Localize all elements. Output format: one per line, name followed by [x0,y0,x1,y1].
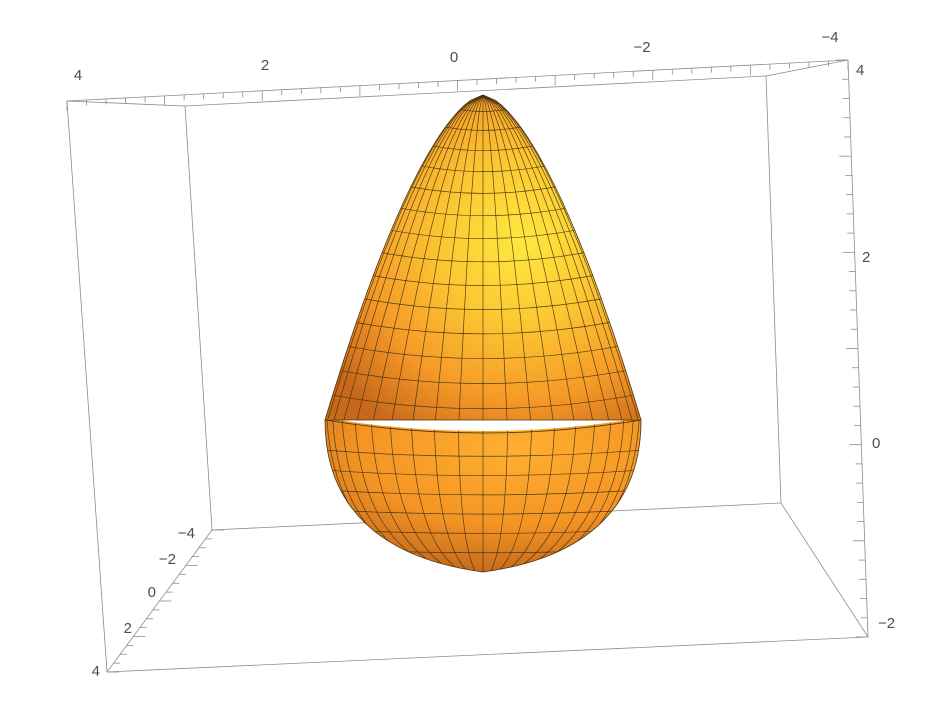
top-tick-label: 2 [261,57,269,74]
right-tick-label: 0 [872,435,880,452]
mesh-longitude [433,95,484,420]
mesh-longitude [482,95,640,420]
mesh-longitude [457,95,484,420]
mesh-longitude [504,419,556,572]
right-tick-label: −2 [878,615,895,632]
top-tick-label: −4 [821,29,838,46]
top-axis-labels: 4 2 0 −2 −4 [74,29,839,84]
mesh-longitude [482,95,577,420]
left-tick-label: 4 [92,663,100,680]
left-tick-label: −4 [178,525,195,542]
top-tick-label: −2 [633,39,650,56]
left-tick-label: −2 [159,551,176,568]
mesh-longitude [482,95,634,420]
right-tick-label: 4 [856,62,864,79]
left-axis-labels: −4 −2 0 2 4 [92,525,195,680]
mesh-longitude [490,419,509,572]
mesh-longitude [410,95,484,420]
right-axis-labels: 4 2 0 −2 [856,62,895,632]
mesh-longitude [326,95,484,420]
left-tick-label: 0 [148,584,156,601]
egg-surface[interactable] [324,94,642,573]
right-tick-label: 2 [862,249,870,266]
mesh-longitude [482,95,625,420]
left-tick-label: 2 [124,620,132,637]
mesh-longitude [389,95,484,420]
mesh-longitude [410,419,462,572]
mesh-longitude [482,95,596,420]
mesh-longitude [482,95,612,420]
mesh-longitude [482,95,509,420]
mesh-longitude [482,95,533,420]
top-tick-label: 4 [74,67,82,84]
mesh-longitude [341,95,484,420]
mesh-longitude [354,95,484,420]
mesh-longitude [370,95,484,420]
mesh-longitude [457,419,476,572]
top-tick-label: 0 [450,49,458,66]
mesh-longitude [482,95,556,420]
axis-ticks [66,59,868,673]
egg-outline [324,94,642,573]
mesh-upper [325,95,641,420]
mesh-longitude [497,419,533,572]
mesh-longitude [332,95,484,420]
mesh-longitude [433,419,469,572]
